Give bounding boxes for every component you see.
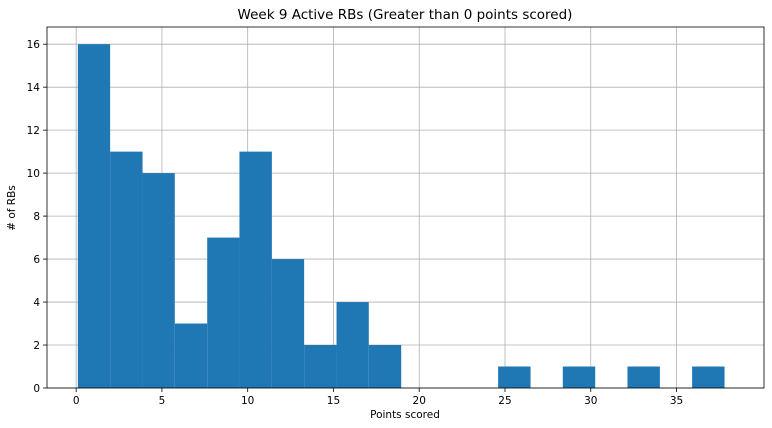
plot-frame xyxy=(46,26,765,389)
histogram-bar xyxy=(336,302,369,388)
y-tick-label: 16 xyxy=(27,39,41,51)
histogram-bar xyxy=(110,151,143,388)
x-tick-label: 35 xyxy=(670,395,683,407)
x-tick-label: 10 xyxy=(241,395,254,407)
y-tick-label: 10 xyxy=(27,168,40,180)
y-tick-label: 6 xyxy=(33,254,40,266)
y-tick-label: 8 xyxy=(33,211,40,223)
histogram-bar xyxy=(271,259,305,388)
y-tick-label: 12 xyxy=(27,125,40,137)
y-tick-label: 14 xyxy=(27,82,41,94)
chart-title: Week 9 Active RBs (Greater than 0 points… xyxy=(238,7,573,23)
histogram-bar xyxy=(207,237,240,388)
x-tick-label: 25 xyxy=(498,395,511,407)
bars xyxy=(77,44,725,388)
x-axis-ticks: 0 5 10 15 20 25 30 35 xyxy=(73,388,683,407)
histogram-bar xyxy=(239,151,272,388)
x-axis-label: Points scored xyxy=(370,409,440,421)
histogram-bar xyxy=(498,366,531,388)
histogram-bar xyxy=(77,44,111,388)
y-axis-label: # of RBs xyxy=(6,185,18,231)
y-tick-label: 0 xyxy=(33,383,40,395)
histogram-bar xyxy=(562,366,596,388)
x-tick-label: 5 xyxy=(159,395,166,407)
histogram-bar xyxy=(627,366,660,388)
x-tick-label: 20 xyxy=(413,395,426,407)
histogram-bar xyxy=(368,345,402,388)
histogram-bar xyxy=(692,366,725,388)
y-tick-label: 4 xyxy=(33,297,40,309)
x-tick-label: 30 xyxy=(584,395,597,407)
y-axis-ticks: 0 2 4 6 8 10 12 14 16 xyxy=(27,39,47,395)
y-tick-label: 2 xyxy=(33,340,40,352)
histogram-bar xyxy=(304,345,337,388)
x-tick-label: 0 xyxy=(73,395,80,407)
histogram-bar xyxy=(142,173,175,388)
histogram-bar xyxy=(174,323,208,388)
x-tick-label: 15 xyxy=(327,395,340,407)
